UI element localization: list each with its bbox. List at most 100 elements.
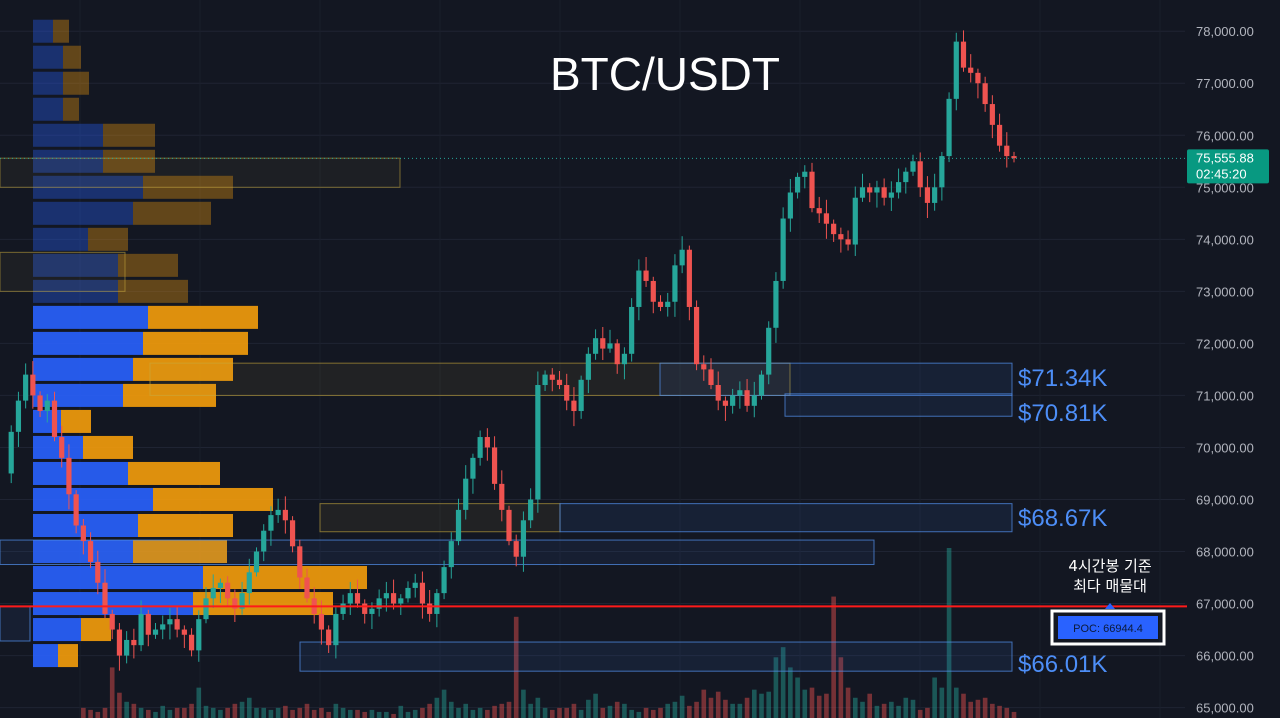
candle-body (304, 577, 310, 599)
volume-bar (708, 697, 714, 718)
candle-body (722, 400, 729, 406)
volume-bar (571, 703, 577, 718)
candle-body (383, 593, 389, 599)
candle-body (636, 270, 642, 307)
candle-body (434, 593, 440, 614)
volume-bar (557, 707, 562, 718)
candle-body (520, 520, 527, 557)
candle-body (405, 587, 411, 599)
candle-body (369, 608, 375, 614)
volume-bar (1011, 711, 1017, 718)
volume-bar (737, 703, 743, 718)
poc-badge-pointer (1105, 603, 1115, 609)
level-zone-box (0, 606, 31, 642)
candle-body (152, 629, 159, 635)
candle-body (376, 598, 382, 609)
candle-body (549, 374, 555, 380)
volume-bar (809, 687, 815, 718)
volume-bar (932, 677, 937, 718)
volume-bar (816, 695, 822, 718)
volume-profile-sell (203, 566, 367, 590)
volume-bar (232, 703, 238, 718)
volume-bar (167, 709, 173, 718)
volume-bar (831, 596, 836, 718)
candle-body (888, 192, 894, 198)
volume-bar (629, 709, 634, 718)
candle-body (95, 561, 101, 583)
candle-body (333, 613, 339, 646)
poc-badge-label: POC: 66944.4 (1073, 623, 1143, 635)
volume-bar (679, 695, 685, 718)
volume-bar (420, 707, 425, 718)
volume-bar (759, 693, 764, 718)
candle-body (838, 234, 844, 240)
volume-bar (369, 709, 375, 718)
supply-zone-box (0, 157, 401, 188)
supply-zone-box (149, 362, 791, 396)
volume-bar (218, 709, 223, 718)
volume-bar (961, 693, 966, 718)
candle-body (578, 379, 584, 412)
volume-bar (578, 709, 584, 718)
y-tick-label: 65,000.00 (1196, 701, 1254, 716)
y-tick-label: 70,000.00 (1196, 440, 1254, 455)
volume-bar (715, 691, 721, 718)
volume-bar (398, 705, 404, 718)
volume-bar (405, 711, 411, 718)
level-price-label: $70.81K (1018, 400, 1107, 427)
candle-body (282, 509, 288, 521)
candle-body (607, 343, 613, 349)
candle-body (831, 223, 837, 235)
volume-bar (939, 687, 945, 718)
volume-bar (102, 707, 108, 718)
y-tick-label: 68,000.00 (1196, 545, 1254, 560)
volume-bar (376, 711, 382, 718)
y-tick-label: 76,000.00 (1196, 128, 1254, 143)
volume-bar (355, 709, 360, 718)
candle-body (463, 478, 469, 510)
volume-bar (448, 701, 454, 718)
volume-bar (723, 699, 728, 718)
volume-bar (535, 697, 541, 718)
volume-bar (182, 707, 187, 718)
volume-bar (751, 689, 757, 718)
volume-profile-buy (33, 97, 63, 121)
volume-bar (225, 707, 230, 718)
volume-bar (622, 703, 627, 718)
volume-bar (391, 713, 396, 718)
current-price-label: 75,555.88 (1196, 150, 1254, 165)
candle-body (506, 509, 512, 542)
volume-profile-buy (33, 618, 81, 642)
volume-bar (910, 699, 916, 718)
candle-body (513, 541, 519, 557)
candle-body (816, 208, 822, 214)
volume-bar (456, 707, 461, 718)
volume-profile-sell (118, 253, 178, 277)
volume-bar (730, 703, 735, 718)
volume-bar (412, 709, 418, 718)
candle-body (535, 385, 541, 500)
volume-profile-sell (133, 201, 211, 225)
volume-bar (95, 711, 101, 718)
volume-bar (528, 703, 533, 718)
volume-profile-sell (128, 461, 220, 485)
candle-body (917, 161, 923, 188)
candle-body (116, 629, 123, 656)
volume-profile-sell (88, 227, 128, 251)
volume-bar (780, 647, 786, 718)
candle-body (766, 327, 772, 375)
y-tick-label: 72,000.00 (1196, 336, 1254, 351)
volume-bar (347, 709, 353, 718)
candle-body (145, 613, 151, 635)
y-tick-label: 77,000.00 (1196, 76, 1254, 91)
candle-body (37, 395, 43, 412)
volume-bar (463, 703, 469, 718)
candle-body (30, 374, 36, 396)
candle-body (924, 187, 931, 203)
volume-profile-sell (118, 279, 188, 303)
volume-bar (643, 707, 649, 718)
volume-bar (203, 705, 209, 718)
candle-body (253, 551, 260, 573)
volume-bar (153, 711, 158, 718)
candle-body (188, 634, 195, 651)
